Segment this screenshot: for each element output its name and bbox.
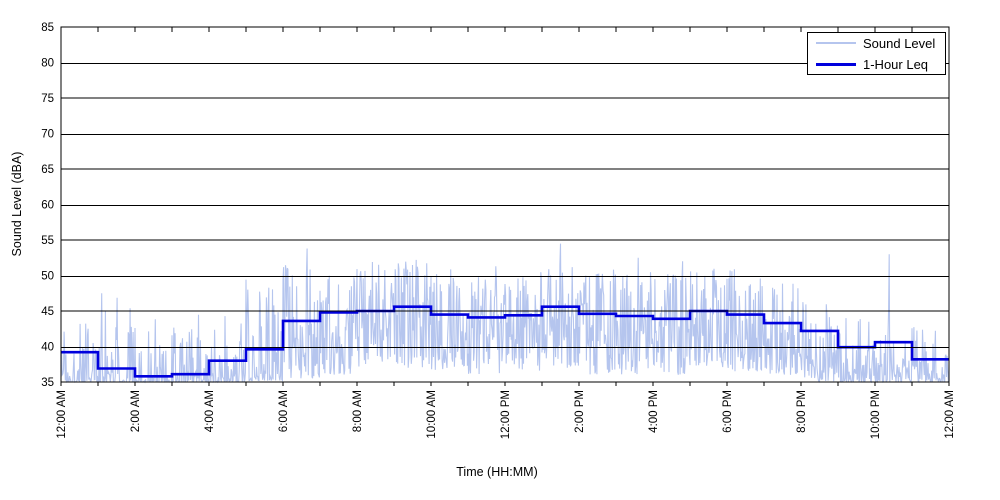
legend-item-1-hour-leq: 1-Hour Leq [808, 55, 945, 73]
y-tick-label: 45 [41, 306, 54, 318]
x-tick-label: 4:00 AM [204, 390, 216, 432]
x-tick-label: 8:00 AM [352, 390, 364, 432]
y-tick-label: 55 [41, 235, 54, 247]
y-tick-label: 70 [41, 129, 54, 141]
x-axis-title: Time (HH:MM) [456, 465, 538, 479]
x-tick-label: 10:00 PM [870, 390, 882, 439]
x-tick-label: 12:00 AM [56, 390, 68, 439]
x-tick-label: 2:00 PM [574, 390, 586, 433]
leq-step-series [61, 305, 949, 378]
y-gridlines [61, 63, 949, 348]
x-tick-label: 6:00 PM [722, 390, 734, 433]
legend-label-sound-level: Sound Level [863, 35, 936, 51]
y-tick-label: 60 [41, 200, 54, 212]
y-tick-label: 50 [41, 271, 54, 283]
y-axis-title: Sound Level (dBA) [10, 151, 24, 257]
y-tick-label: 35 [41, 377, 54, 389]
sound-level-series [60, 243, 950, 384]
x-tick-label: 2:00 AM [130, 390, 142, 432]
x-tick-label: 8:00 PM [796, 390, 808, 433]
y-tick-labels: 35 40 45 50 55 60 65 70 75 80 85 [41, 22, 54, 389]
x-tick-label: 6:00 AM [278, 390, 290, 432]
legend-line-swatch-sound-level [816, 42, 856, 44]
y-tick-label: 65 [41, 164, 54, 176]
y-tick-label: 85 [41, 22, 54, 34]
x-tick-label: 12:00 PM [500, 390, 512, 439]
legend: Sound Level 1-Hour Leq [807, 32, 946, 75]
legend-line-swatch-1-hour-leq [816, 62, 856, 66]
x-tick-labels: 12:00 AM 2:00 AM 4:00 AM 6:00 AM 8:00 AM 10:0… [56, 390, 956, 439]
x-tick-label: 12:00 AM [944, 390, 956, 439]
legend-label-1-hour-leq: 1-Hour Leq [863, 56, 929, 72]
y-tick-label: 80 [41, 58, 54, 70]
x-tick-label: 10:00 AM [426, 390, 438, 439]
x-ticks [60, 27, 950, 386]
legend-item-sound-level: Sound Level [808, 34, 945, 52]
y-tick-label: 40 [41, 342, 54, 354]
x-tick-label: 4:00 PM [648, 390, 660, 433]
y-tick-label: 75 [41, 93, 54, 105]
